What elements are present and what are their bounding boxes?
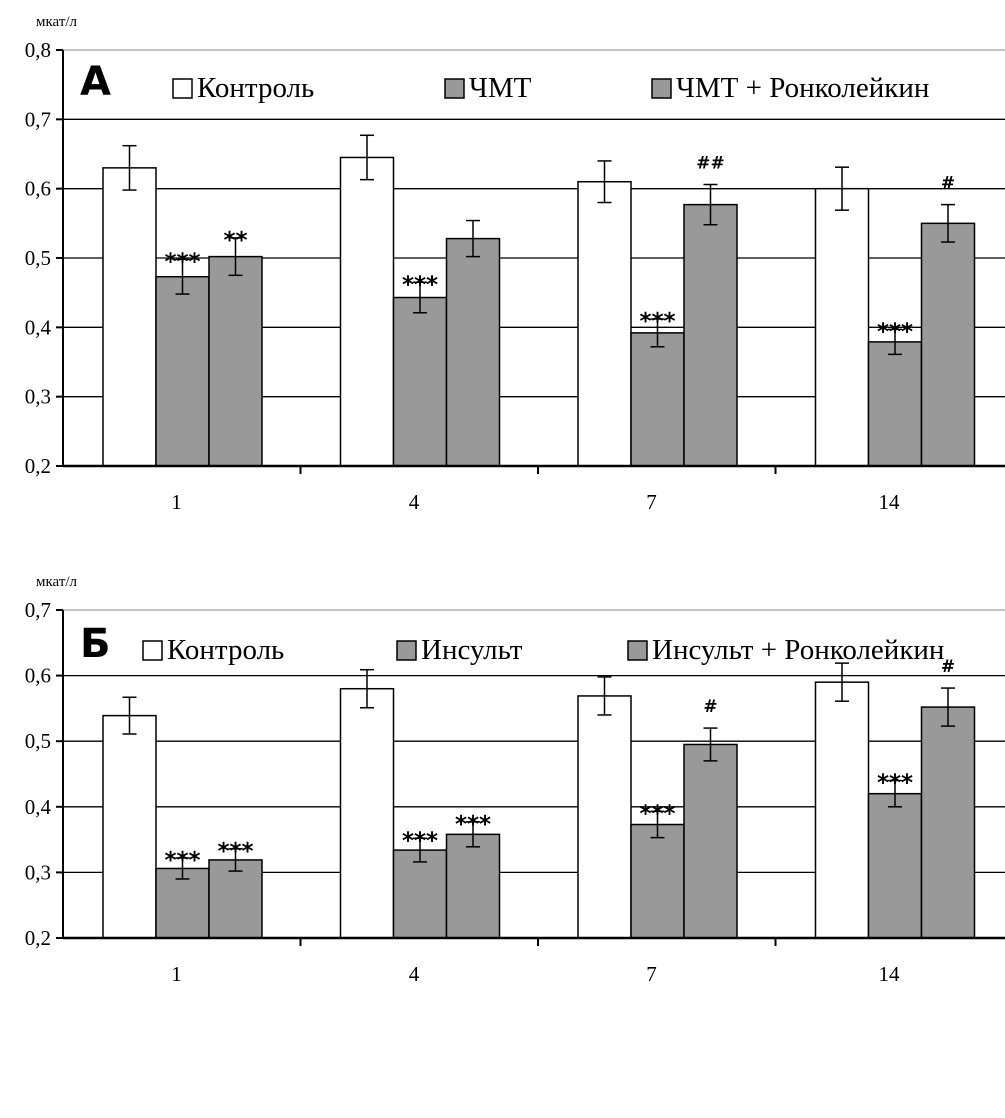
significance-marker: *** [455, 812, 491, 838]
significance-marker: # [941, 174, 955, 194]
y-tick-label: 0,8 [25, 38, 51, 62]
bar [577, 695, 632, 939]
y-tick-label: 0,7 [25, 107, 51, 131]
significance-marker: *** [639, 801, 675, 827]
significance-marker: *** [217, 839, 253, 865]
bar [814, 681, 870, 939]
bar [814, 187, 870, 467]
legend-swatch-control [172, 78, 193, 99]
legend-swatch-stroke-roncoleukin [627, 640, 648, 661]
significance-marker: # [703, 697, 717, 717]
bar [208, 255, 263, 467]
y-tick-label: 0,3 [25, 385, 51, 409]
panel-label: А [80, 59, 111, 105]
legend-swatch-tbi [444, 78, 465, 99]
bar [102, 167, 157, 467]
chart-panel-b: 0,2 0,3 0,4 0,5 0,6 0,7 *** *** 1 *** *** 4 *** #7 ***… [25, 598, 1005, 986]
x-tick-label: 1 [171, 962, 182, 986]
x-tick-label: 4 [409, 962, 420, 986]
bar [392, 296, 448, 467]
legend-label-control: Контроль [197, 72, 314, 104]
bar [339, 687, 395, 939]
x-tick-label: 7 [646, 962, 657, 986]
bar [630, 332, 685, 467]
bar [155, 275, 210, 467]
significance-marker: *** [164, 249, 200, 275]
significance-marker: # [941, 657, 955, 677]
bar [683, 743, 738, 939]
legend-swatch-stroke [396, 640, 417, 661]
significance-marker: *** [639, 309, 675, 335]
bar [920, 222, 976, 467]
bar [339, 156, 395, 467]
bar [920, 706, 976, 939]
x-tick-label: 7 [646, 490, 657, 514]
y-unit-label: мкат/л [36, 574, 78, 590]
y-tick-label: 0,7 [25, 598, 51, 622]
significance-marker: ## [696, 154, 725, 174]
bar [102, 714, 157, 939]
legend-label-tbi-roncoleukin: ЧМТ + Ронколейкин [676, 72, 929, 104]
panel-label: Б [80, 621, 111, 667]
y-tick-label: 0,6 [25, 177, 51, 201]
y-unit-label: мкат/л [36, 14, 78, 30]
x-tick-label: 4 [409, 490, 420, 514]
y-tick-label: 0,3 [25, 860, 51, 884]
bar [867, 341, 923, 467]
legend-label-tbi: ЧМТ [469, 72, 532, 104]
bar [630, 823, 685, 939]
legend-label-stroke: Инсульт [421, 634, 523, 666]
x-tick-label: 14 [879, 490, 901, 514]
legend-swatch-control [142, 640, 163, 661]
bar [208, 859, 263, 939]
significance-marker: ** [223, 228, 247, 254]
significance-marker: *** [877, 319, 913, 345]
y-tick-label: 0,5 [25, 729, 51, 753]
y-tick-label: 0,6 [25, 664, 51, 688]
y-tick-label: 0,2 [25, 926, 51, 950]
bar [445, 237, 501, 467]
bar [445, 833, 501, 939]
y-tick-label: 0,4 [25, 315, 52, 339]
legend-label-stroke-roncoleukin: Инсульт + Ронколейкин [652, 634, 944, 666]
legend-label-control: Контроль [167, 634, 284, 666]
y-tick-label: 0,4 [25, 795, 52, 819]
significance-marker: *** [402, 272, 438, 298]
x-tick-label: 1 [171, 490, 182, 514]
significance-marker: *** [877, 771, 913, 797]
chart-panel-a: 0,20,30,40,50,60,70,8*****1***4***##7***… [25, 38, 1005, 514]
x-tick-label: 14 [879, 962, 901, 986]
legend-swatch-tbi-roncoleukin [651, 78, 672, 99]
significance-marker: *** [164, 848, 200, 874]
bar [577, 180, 632, 467]
significance-marker: *** [402, 828, 438, 854]
bar [392, 849, 448, 939]
y-tick-label: 0,2 [25, 454, 51, 478]
bar [867, 792, 923, 939]
bar [683, 203, 738, 467]
y-tick-label: 0,5 [25, 246, 51, 270]
